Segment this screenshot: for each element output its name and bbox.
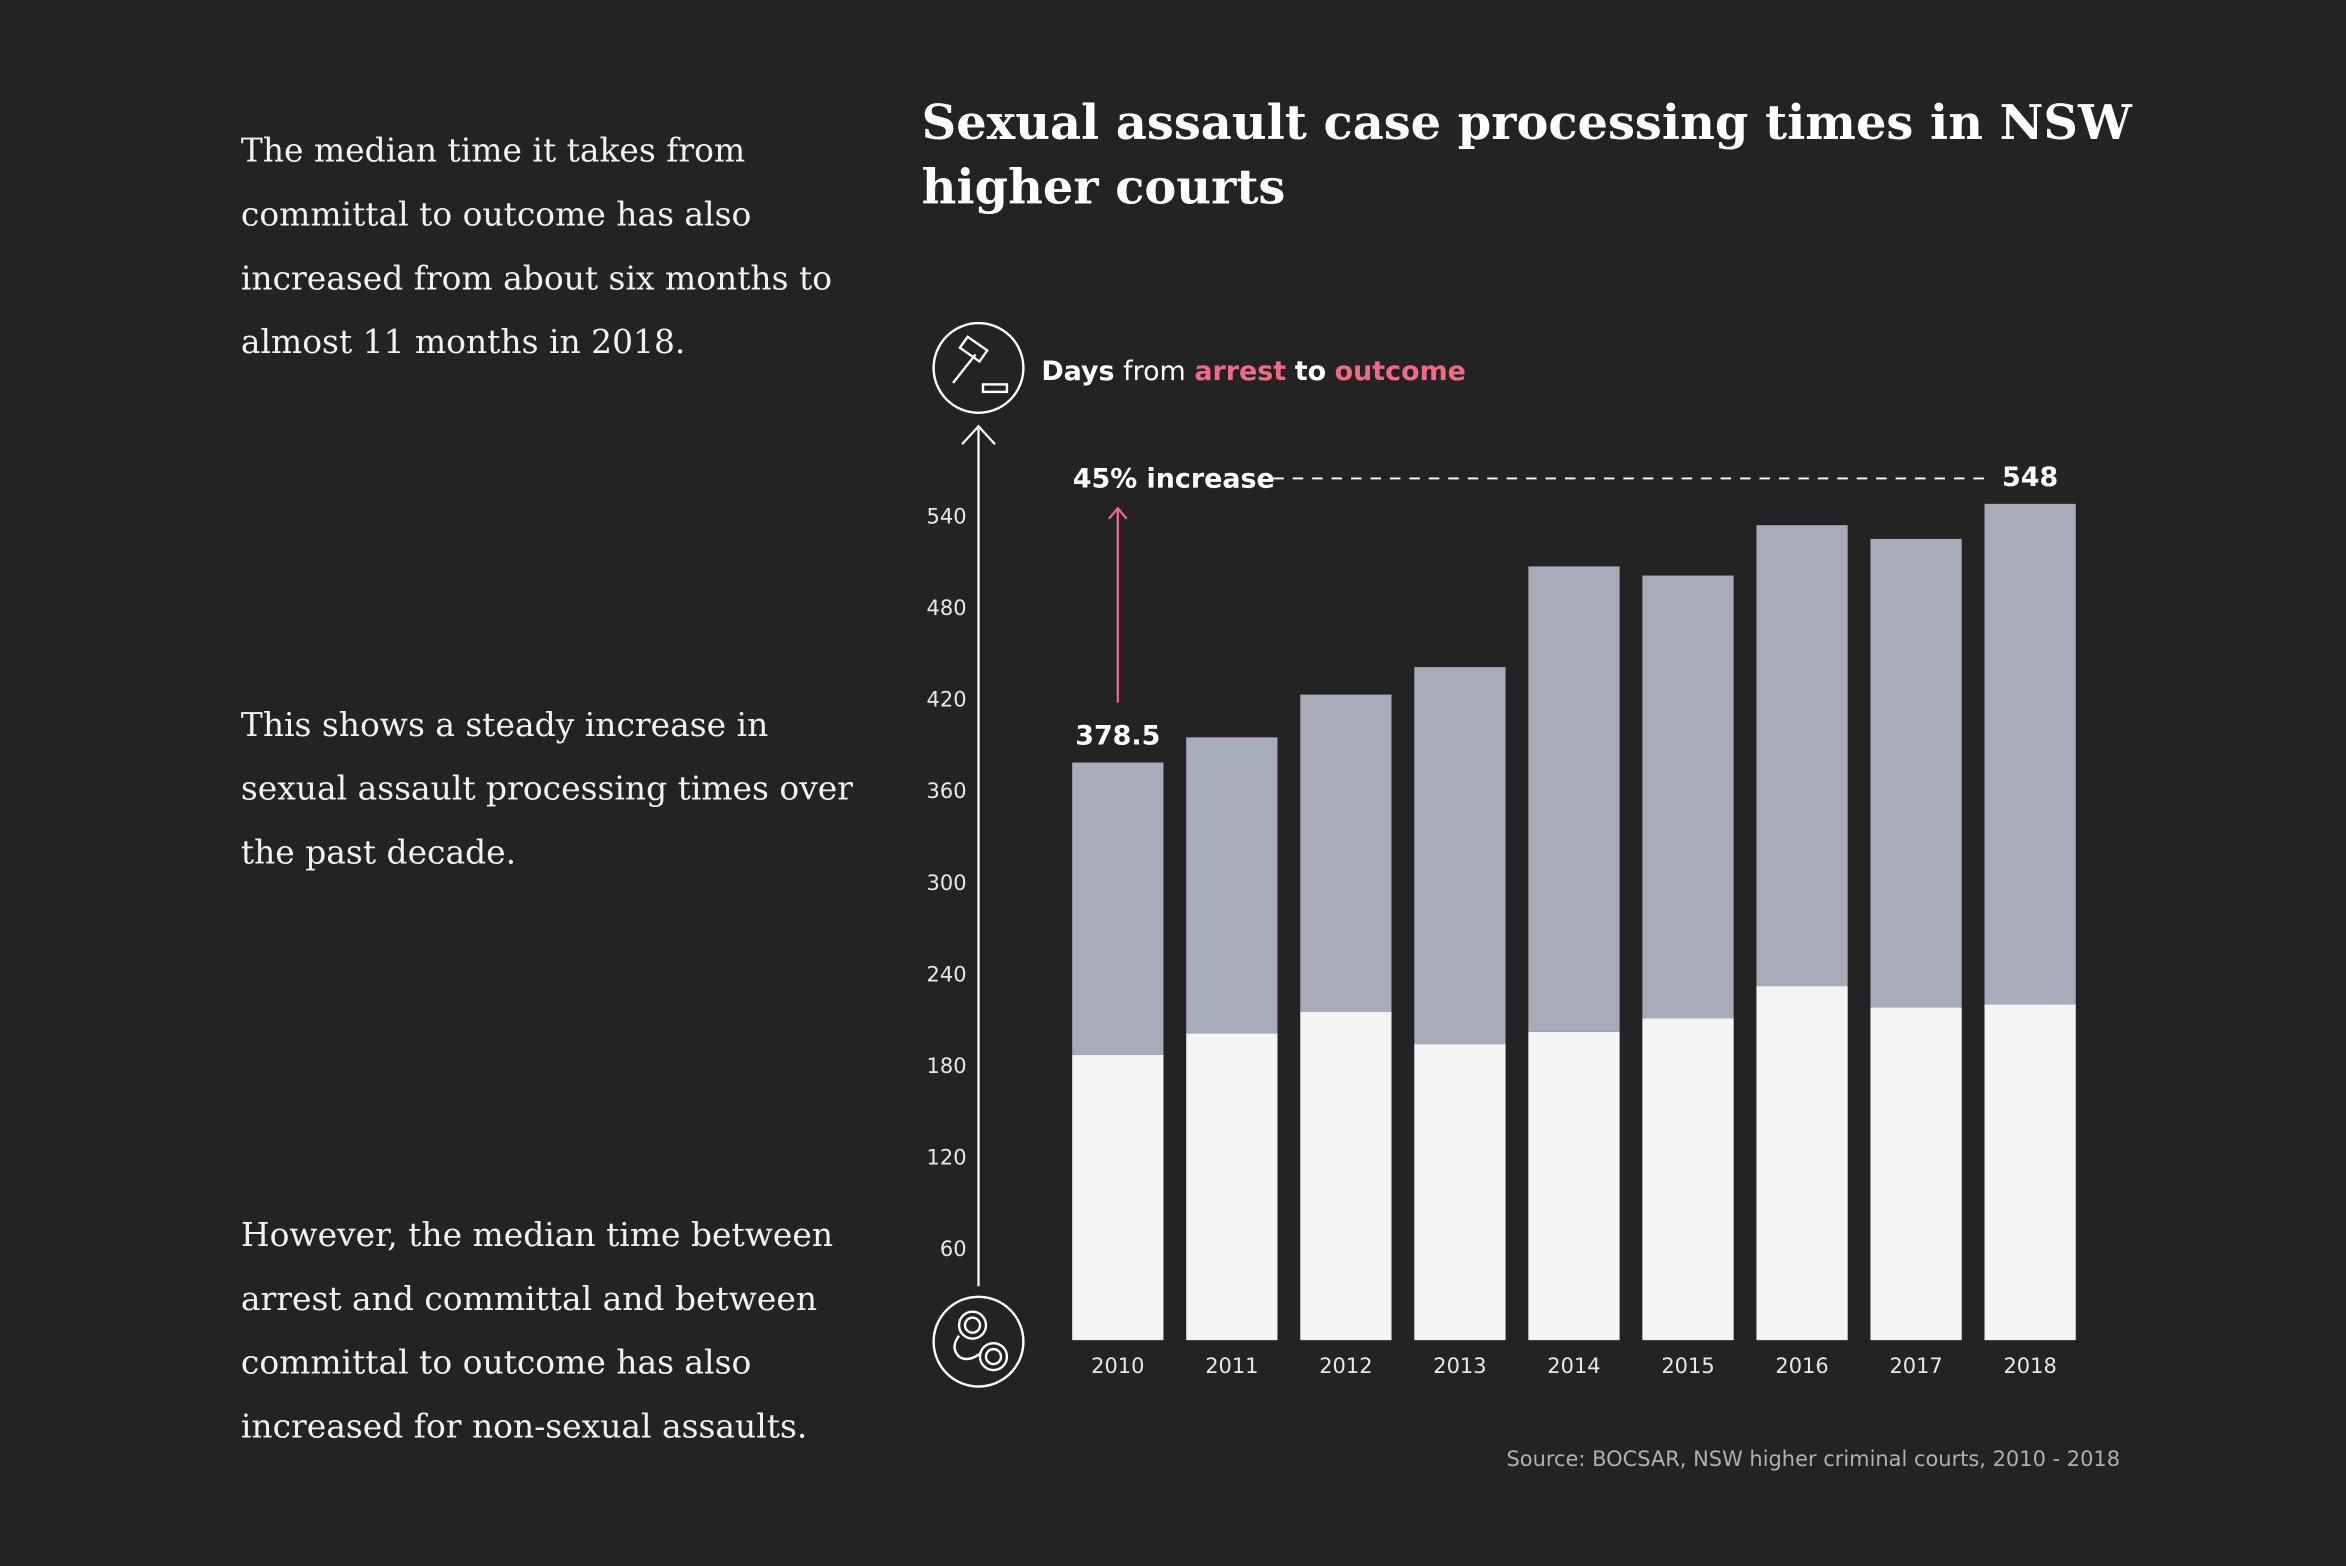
bar-segment <box>1984 503 2076 1005</box>
y-tick-label: 60 <box>940 1237 967 1261</box>
y-tick-label: 420 <box>927 688 967 712</box>
y-axis-title: Days from arrest to outcome <box>1041 356 1466 387</box>
total-label: 378.5 <box>1075 721 1160 752</box>
source: Source: BOCSAR, NSW higher criminal cour… <box>1507 1447 2121 1471</box>
bar-segment <box>1642 575 1734 1019</box>
total-label: 548 <box>2002 462 2058 493</box>
bar-segment <box>1186 1033 1278 1341</box>
bar-segment <box>1756 525 1848 987</box>
paragraph-line: However, the median time between <box>241 1215 833 1254</box>
paragraph-line: This shows a steady increase in <box>241 705 768 744</box>
bar-segment <box>1414 667 1506 1045</box>
bar-segment <box>1756 986 1848 1341</box>
paragraph-line: committal to outcome has also <box>241 1343 751 1382</box>
y-tick-label: 300 <box>927 871 967 895</box>
y-tick-label: 360 <box>927 779 967 803</box>
gavel-icon <box>932 321 1025 415</box>
annotation: 45% increase <box>1073 463 1275 494</box>
bar-segment <box>1072 762 1164 1055</box>
bar-segment <box>1186 737 1278 1034</box>
chart-title: higher courts <box>922 159 1286 215</box>
handcuffs-icon <box>932 1295 1025 1388</box>
x-tick-label: 2017 <box>1889 1354 1942 1378</box>
paragraph-line: arrest and committal and between <box>241 1279 817 1318</box>
y-tick-label: 540 <box>927 505 967 529</box>
bar-segment <box>1300 1012 1392 1341</box>
x-tick-label: 2013 <box>1433 1354 1486 1378</box>
x-tick-label: 2015 <box>1661 1354 1714 1378</box>
x-tick-label: 2011 <box>1205 1354 1258 1378</box>
y-axis <box>961 424 996 1287</box>
bar-segment <box>1300 694 1392 1013</box>
bar-segment <box>1528 566 1620 1032</box>
paragraph-line: increased from about six months to <box>241 258 832 297</box>
bar-segment <box>1414 1044 1506 1341</box>
paragraph-line: almost 11 months in 2018. <box>241 322 685 361</box>
y-tick-label: 120 <box>927 1145 967 1169</box>
paragraph-line: The median time it takes from <box>241 131 745 170</box>
paragraph-line: committal to outcome has also <box>241 194 751 233</box>
y-tick-label: 240 <box>927 962 967 986</box>
annotation-arrowhead <box>1107 506 1128 520</box>
bar-segment <box>1642 1018 1734 1341</box>
chart-title: Sexual assault case processing times in … <box>922 95 2133 151</box>
x-tick-label: 2012 <box>1319 1354 1372 1378</box>
paragraph-line: the past decade. <box>241 833 516 872</box>
y-tick-label: 480 <box>927 596 967 620</box>
bar-segment <box>1984 1004 2076 1341</box>
x-tick-label: 2014 <box>1547 1354 1600 1378</box>
bar-segment <box>1870 538 1962 1008</box>
x-tick-label: 2010 <box>1091 1354 1144 1378</box>
y-tick-label: 180 <box>927 1054 967 1078</box>
paragraph-line: sexual assault processing times over <box>241 769 853 808</box>
x-tick-label: 2016 <box>1775 1354 1828 1378</box>
x-tick-label: 2018 <box>2003 1354 2056 1378</box>
bar-segment <box>1072 1054 1164 1341</box>
bar-segment <box>1528 1031 1620 1341</box>
paragraph-line: increased for non-sexual assaults. <box>241 1407 807 1446</box>
bar-segment <box>1870 1007 1962 1341</box>
